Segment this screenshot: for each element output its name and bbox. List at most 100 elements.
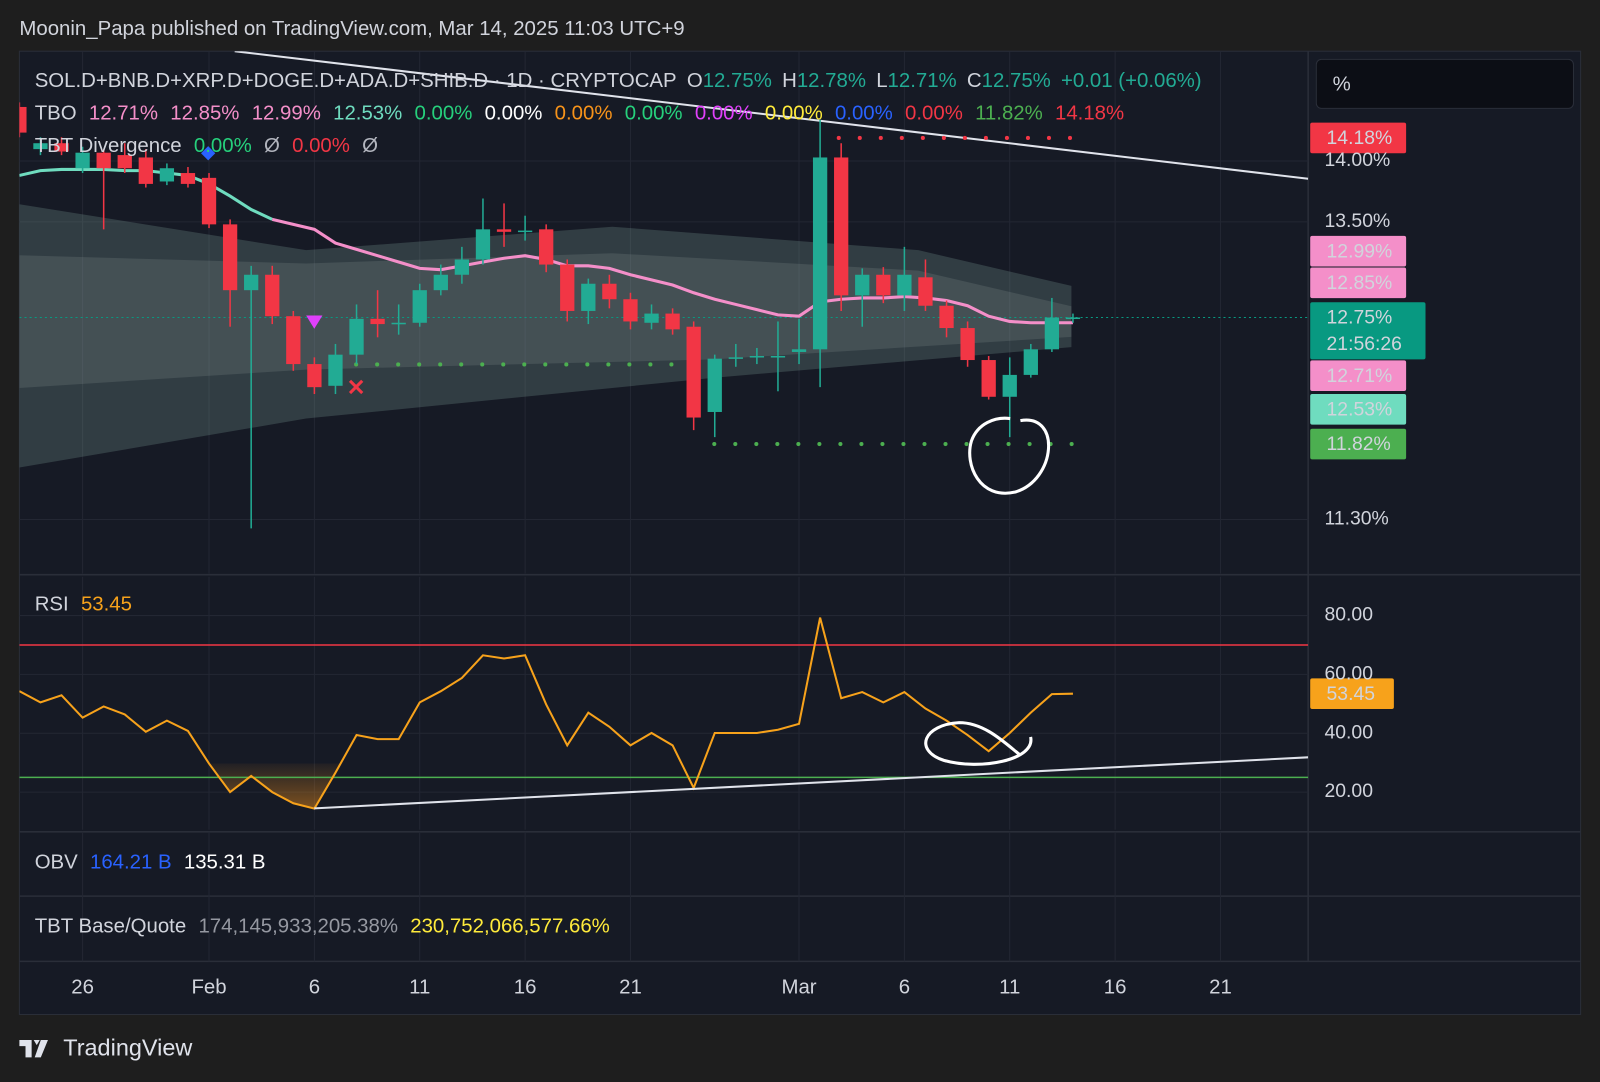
price-tag-label: 11.82% (1327, 433, 1391, 455)
legend-text: L (876, 70, 887, 92)
y-tick-label: 13.50% (1324, 210, 1390, 232)
price-tag-label: 53.45 (1327, 683, 1376, 705)
candle-body (939, 305, 954, 329)
legend-row: TBO 12.71% 12.85% 12.99% 12.53% 0.00% 0.00% 0.0… (35, 103, 1124, 125)
legend-text: 0.00% (905, 103, 963, 125)
footer-logo (19, 1039, 48, 1058)
x-tick-label: Mar (781, 976, 816, 998)
candle-body (201, 177, 217, 225)
candle-body (496, 229, 512, 232)
y-tick-label: 40.00 (1324, 721, 1373, 743)
candle-body (265, 274, 280, 317)
candle-body (222, 224, 238, 291)
candle-body (812, 157, 828, 350)
price-tag (1310, 267, 1407, 299)
candle-body (981, 360, 996, 397)
price-countdown: 21:56:26 (1327, 333, 1402, 355)
x-tick-label: 21 (619, 976, 642, 998)
legend-text: 12.71% (89, 103, 158, 125)
price-tag (1310, 678, 1394, 709)
legend-text: 12.75% (703, 70, 772, 92)
y-tick-label: 20.00 (1324, 780, 1373, 802)
x-tick-label: 21 (1209, 976, 1232, 998)
candle-body (644, 313, 659, 323)
x-tick-label: 6 (899, 976, 910, 998)
price-tags: 14.18% 12.99% 12.85% 12.75% 21:56:26 12.71% 12… (1310, 122, 1426, 709)
candle-body (686, 326, 701, 418)
price-tag (1310, 235, 1407, 267)
candle-body (834, 157, 849, 296)
legend-text: 0.00% (194, 136, 252, 158)
candle-body (1002, 374, 1017, 397)
candles (19, 102, 1081, 529)
legend-row: SOL.D+BNB.D+XRP.D+DOGE.D+ADA.D+SHIB.D · … (35, 70, 1202, 92)
candle-body (349, 318, 364, 355)
x-tick-label: 26 (71, 976, 94, 998)
candle-body (117, 155, 132, 169)
price-tag (1310, 394, 1407, 425)
legend-text: H (782, 70, 797, 92)
legend-text: 12.75% (982, 70, 1051, 92)
rsi-line (19, 617, 1073, 810)
price-tag-label: 12.53% (1327, 399, 1393, 421)
legend-text: 0.00% (415, 103, 473, 125)
pane-separators (19, 51, 1581, 963)
legend-text: TBO (35, 103, 77, 125)
candle-body (1044, 317, 1060, 350)
trendline (234, 51, 1309, 180)
candle-body (770, 356, 786, 358)
y-tick-label: 14.00% (1324, 149, 1390, 171)
tbo-cloud (19, 204, 1072, 468)
candle-body (328, 354, 343, 386)
legend-text: 14.18% (1055, 103, 1124, 125)
candle-body (307, 364, 322, 388)
legend-text: 0.00% (695, 103, 753, 125)
main-pane (19, 51, 1309, 529)
legend-text: 174,145,933,205.38% (198, 916, 398, 938)
chart-frame (18, 50, 1582, 1015)
legend-text: 0.00% (555, 103, 613, 125)
signal-triangle (306, 315, 323, 329)
legend-text: SOL.D+BNB.D+XRP.D+DOGE.D+ADA.D+SHIB.D · … (35, 70, 677, 92)
price-tag-label: 14.18% (1327, 127, 1393, 149)
legend-text: +0.01 (+0.06%) (1061, 70, 1202, 92)
legend-text: 12.71% (888, 70, 957, 92)
candle-body (665, 313, 680, 330)
legend-text: TBT Divergence (35, 136, 182, 158)
legend-text: Ø (264, 136, 280, 158)
x-tick-label: 16 (1104, 976, 1127, 998)
unit-box[interactable] (1315, 58, 1574, 109)
moving-average (271, 217, 1073, 325)
candle-body (517, 230, 533, 233)
legend-text: O (687, 70, 703, 92)
legend-text: 0.00% (292, 136, 350, 158)
y-tick-label: 60.00 (1324, 663, 1373, 685)
candle-body (159, 168, 175, 182)
candle-body (1065, 317, 1081, 320)
tbo-cloud-inner (19, 253, 1072, 388)
candle-body (876, 274, 891, 296)
rsi-pane (19, 617, 1309, 810)
legend-text: 135.31 B (184, 852, 266, 874)
y-tick-label: 11.30% (1324, 508, 1388, 530)
x-tick-label: 16 (514, 976, 537, 998)
candle-body (897, 274, 912, 296)
legend-text: 0.00% (625, 103, 683, 125)
legend-text: C (967, 70, 982, 92)
legend-text: 164.21 B (90, 852, 172, 874)
oversold-fill (209, 763, 342, 809)
candle-body (728, 357, 743, 359)
candle-body (707, 358, 722, 412)
candle-body (96, 152, 111, 169)
legend-text: 0.00% (765, 103, 823, 125)
unit-box-label[interactable]: % (1333, 73, 1351, 95)
candle-body (75, 152, 90, 169)
candle-body (623, 299, 638, 322)
x-tick-label: 6 (309, 976, 320, 998)
legends: SOL.D+BNB.D+XRP.D+DOGE.D+ADA.D+SHIB.D · … (35, 70, 1202, 938)
candle-body (602, 283, 617, 300)
legend-text: 12.85% (170, 103, 239, 125)
grid (19, 51, 1309, 962)
legend-row: TBT Base/Quote 174,145,933,205.38% 230,752… (35, 916, 610, 938)
candle-body (286, 316, 301, 365)
